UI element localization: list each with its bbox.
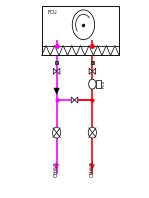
Polygon shape	[57, 68, 60, 74]
Bar	[96, 80, 101, 88]
Polygon shape	[54, 88, 59, 94]
Text: PCV: PCV	[101, 80, 105, 89]
Circle shape	[89, 79, 96, 89]
Polygon shape	[53, 68, 57, 74]
Bar	[91, 61, 94, 64]
Polygon shape	[71, 97, 74, 103]
Text: CHWR: CHWR	[90, 161, 95, 177]
Text: CHWS: CHWS	[54, 161, 59, 177]
Bar	[42, 6, 119, 55]
Circle shape	[72, 10, 95, 40]
Circle shape	[52, 127, 61, 138]
Circle shape	[88, 127, 97, 138]
Text: FCU: FCU	[48, 10, 57, 15]
Polygon shape	[89, 68, 92, 74]
Bar	[55, 61, 58, 64]
Polygon shape	[74, 97, 78, 103]
Polygon shape	[92, 68, 96, 74]
